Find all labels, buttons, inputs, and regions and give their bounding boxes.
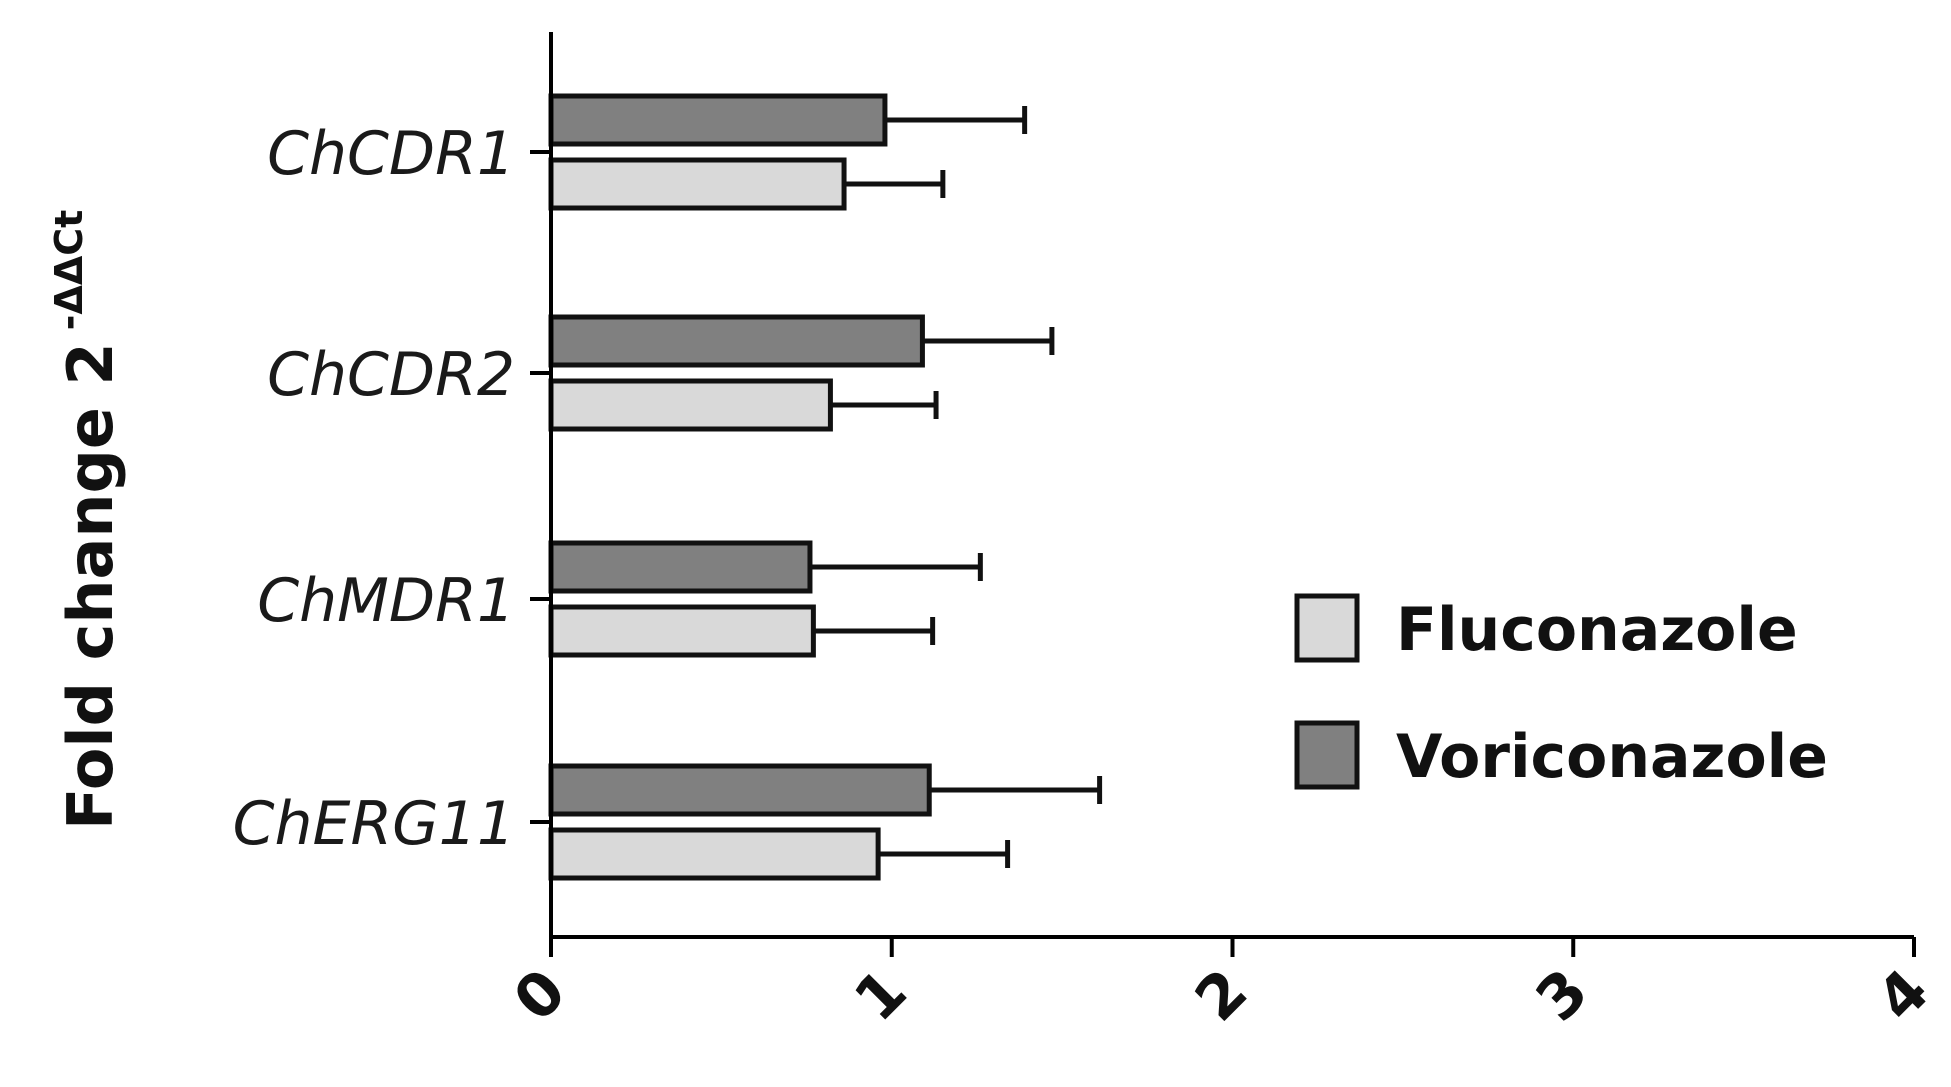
category-label: ChMDR1	[257, 566, 515, 636]
bar	[548, 604, 816, 658]
legend-swatch	[1294, 720, 1360, 790]
y-axis-label: Fold change 2 -ΔΔCt	[47, 210, 127, 830]
bar	[548, 314, 925, 368]
bar	[548, 378, 833, 432]
legend-label: Fluconazole	[1396, 595, 1798, 665]
bar	[548, 763, 932, 817]
x-tick-label: 1	[841, 956, 920, 1035]
y-axis-label-superscript: -ΔΔCt	[47, 210, 91, 331]
x-tick-label: 4	[1864, 956, 1943, 1035]
x-tick-label: 2	[1182, 956, 1261, 1035]
legend-swatch	[1294, 593, 1360, 663]
bar	[548, 540, 813, 594]
category-label: ChERG11	[233, 789, 515, 859]
x-tick-label: 3	[1523, 956, 1602, 1035]
bar	[548, 157, 847, 211]
category-label: ChCDR2	[267, 340, 515, 410]
bar	[548, 827, 881, 881]
category-label: ChCDR1	[267, 119, 515, 189]
svg-text:Fold change 2-ΔΔCt: Fold change 2 -ΔΔCt	[47, 210, 127, 830]
bar	[548, 93, 888, 147]
x-tick-label: 0	[501, 956, 580, 1035]
legend-label: Voriconazole	[1396, 722, 1828, 792]
y-axis-label-main: Fold change 2	[54, 342, 127, 830]
